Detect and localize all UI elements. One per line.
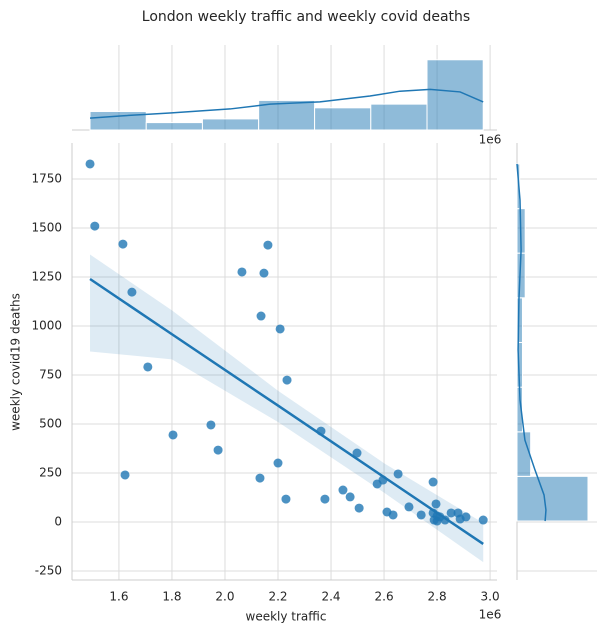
y-tick-label: 1750 — [31, 172, 62, 186]
data-point — [393, 469, 403, 479]
x-tick-label: 2.8 — [428, 590, 447, 604]
data-point — [127, 287, 137, 297]
y-tick-label: 0 — [54, 514, 62, 528]
data-point — [428, 477, 438, 487]
data-point — [90, 221, 100, 231]
y-axis-label: weekly covid19 deaths — [9, 293, 23, 431]
data-point — [213, 445, 223, 455]
data-point — [273, 458, 283, 468]
x-tick-label: 1.8 — [162, 590, 181, 604]
data-point — [388, 510, 398, 520]
kde-curve — [89, 88, 484, 119]
data-point — [404, 502, 414, 512]
histogram-bar — [201, 118, 260, 131]
x-axis-label: weekly traffic — [246, 610, 327, 624]
chart-title: London weekly traffic and weekly covid d… — [142, 9, 470, 25]
data-point — [168, 430, 178, 440]
data-point — [281, 494, 291, 504]
y-tick-label: 1000 — [31, 319, 62, 333]
data-point — [282, 375, 292, 385]
y-tick-label: 1250 — [31, 270, 62, 284]
data-point — [255, 473, 265, 483]
data-point — [259, 268, 269, 278]
data-point — [118, 239, 128, 249]
histogram-bar — [258, 99, 316, 131]
histogram-bar — [314, 107, 372, 131]
data-point — [354, 503, 364, 513]
y-tick-label: 1500 — [31, 221, 62, 235]
data-point — [338, 485, 348, 495]
x-offset-text: 1e6 — [479, 608, 502, 622]
marginal-offset-text: 1e6 — [479, 133, 502, 147]
data-point — [85, 159, 95, 169]
data-point — [256, 311, 266, 321]
x-tick-label: 2.0 — [215, 590, 234, 604]
data-point — [345, 492, 355, 502]
x-tick-label: 3.0 — [481, 590, 500, 604]
y-tick-label: -250 — [35, 563, 62, 577]
data-point — [416, 510, 426, 520]
data-point — [263, 240, 273, 250]
y-tick-label: 750 — [39, 368, 62, 382]
y-tick-label: 250 — [39, 466, 62, 480]
data-point — [320, 494, 330, 504]
data-point — [120, 470, 130, 480]
x-tick-label: 2.2 — [268, 590, 287, 604]
x-tick-label: 2.4 — [321, 590, 340, 604]
data-point — [461, 512, 471, 522]
data-point — [478, 515, 488, 525]
confidence-band — [90, 254, 484, 563]
kde-curve — [516, 163, 547, 522]
data-point — [352, 448, 362, 458]
histogram-bar — [145, 122, 203, 131]
data-point — [446, 508, 456, 518]
y-tick-label: 500 — [39, 417, 62, 431]
histogram-bar — [89, 111, 147, 131]
data-point — [237, 267, 247, 277]
histogram-bar — [370, 103, 428, 131]
data-point — [206, 420, 216, 430]
data-point — [275, 324, 285, 334]
x-tick-label: 2.6 — [375, 590, 394, 604]
histogram-bar — [426, 59, 484, 131]
data-point — [431, 499, 441, 509]
histogram-bar — [516, 475, 589, 522]
x-tick-label: 1.6 — [109, 590, 128, 604]
histogram-bar — [516, 431, 532, 477]
regression-line — [89, 277, 484, 545]
data-point — [143, 362, 153, 372]
